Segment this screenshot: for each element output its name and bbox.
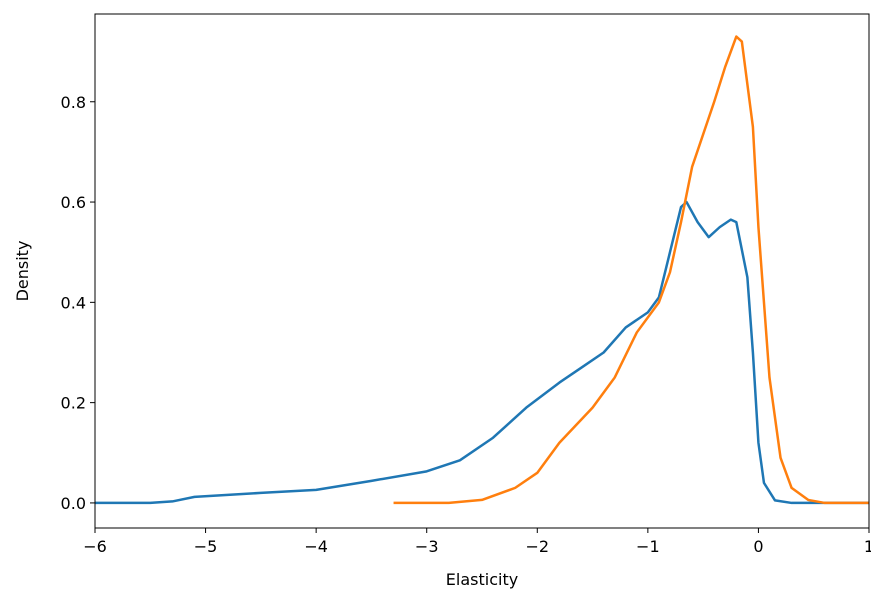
x-tick-label: −6	[83, 537, 107, 556]
y-tick-label: 0.0	[61, 494, 86, 513]
line	[393, 35, 869, 505]
plot-frame	[94, 13, 870, 529]
y-tick-label: 0.4	[61, 293, 86, 312]
y-tick-label: 0.6	[61, 193, 86, 212]
x-tick-label: 1	[864, 537, 871, 556]
y-axis-label: Density	[13, 241, 32, 302]
x-tick-label: −5	[194, 537, 218, 556]
y-tick-label: 0.2	[61, 394, 86, 413]
x-tick-label: −4	[304, 537, 328, 556]
y-tick-label: 0.8	[61, 93, 86, 112]
line	[95, 200, 869, 505]
x-tick-label: −2	[525, 537, 549, 556]
x-axis-label: Elasticity	[446, 570, 518, 589]
x-tick-label: −3	[415, 537, 439, 556]
x-tick-label: −1	[636, 537, 660, 556]
x-tick-label: 0	[753, 537, 763, 556]
